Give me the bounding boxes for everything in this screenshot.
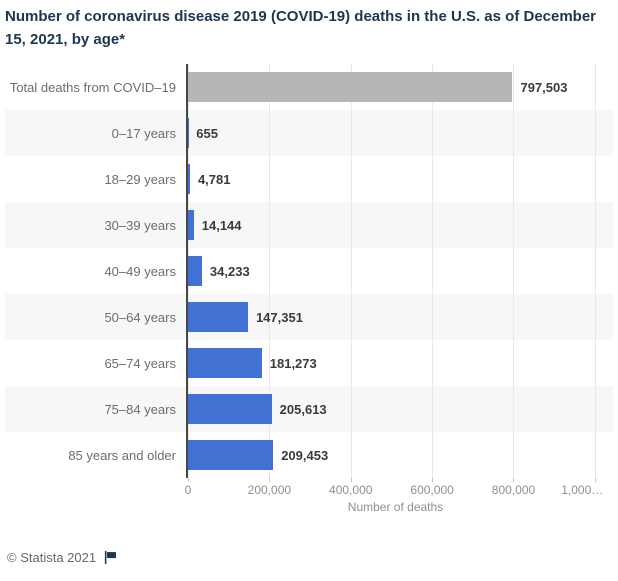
value-label: 147,351 <box>255 309 303 325</box>
copyright-text: © Statista 2021 <box>7 550 97 565</box>
bar[interactable] <box>188 256 202 286</box>
tick-mark <box>350 478 352 482</box>
x-axis-title: Number of deaths <box>347 500 444 514</box>
bar-row: 40–49 years 34,233 <box>5 248 613 294</box>
value-label: 181,273 <box>269 355 317 371</box>
bar[interactable] <box>188 348 262 378</box>
chart-title: Number of coronavirus disease 2019 (COVI… <box>5 8 597 48</box>
bar-row: Total deaths from COVID–19 797,503 <box>5 64 613 110</box>
bar[interactable] <box>188 302 248 332</box>
tick-label: 1,000… <box>561 483 604 497</box>
value-label: 34,233 <box>209 263 250 279</box>
category-label: 50–64 years <box>104 309 176 325</box>
footer: © Statista 2021 <box>5 550 613 565</box>
tick-label: 200,000 <box>247 483 292 497</box>
tick-mark <box>513 478 515 482</box>
plot-cell: 655 <box>186 110 603 156</box>
value-label: 797,503 <box>520 79 568 95</box>
value-label: 655 <box>196 125 218 141</box>
bar-row: 75–84 years 205,613 <box>5 386 613 432</box>
tick-mark <box>594 478 596 482</box>
x-axis: 0 200,000 400,000 600,000 800,000 1,000… <box>184 478 604 499</box>
bar[interactable] <box>188 164 190 194</box>
tick-mark <box>188 478 189 482</box>
tick-mark <box>269 478 271 482</box>
plot-area: Total deaths from COVID–19 797,503 0–17 ye… <box>5 64 613 478</box>
plot-cell: 205,613 <box>186 386 603 432</box>
bar[interactable] <box>188 210 194 240</box>
bar[interactable] <box>188 440 274 470</box>
bar-row: 85 years and older 209,453 <box>5 432 613 478</box>
category-label: 75–84 years <box>104 401 176 417</box>
value-label: 14,144 <box>201 217 242 233</box>
bar-row: 0–17 years 655 <box>5 110 613 156</box>
category-label: 18–29 years <box>104 171 176 187</box>
bar[interactable] <box>188 394 272 424</box>
value-label: 4,781 <box>197 171 231 187</box>
bar[interactable] <box>188 72 513 102</box>
plot-cell: 4,781 <box>186 156 603 202</box>
tick-mark <box>432 478 434 482</box>
plot-cell: 181,273 <box>186 340 603 386</box>
bar-rows: Total deaths from COVID–19 797,503 0–17 ye… <box>5 64 613 478</box>
bar-row: 30–39 years 14,144 <box>5 202 613 248</box>
plot-cell: 14,144 <box>186 202 603 248</box>
bar-row: 65–74 years 181,273 <box>5 340 613 386</box>
tick-label: 400,000 <box>329 483 373 497</box>
bar-row: 18–29 years 4,781 <box>5 156 613 202</box>
value-label: 205,613 <box>279 401 327 417</box>
category-label: 85 years and older <box>68 447 176 463</box>
plot-cell: 797,503 <box>186 64 603 110</box>
tick-label: 600,000 <box>410 483 454 497</box>
tick-label: 800,000 <box>491 483 536 497</box>
category-label: 0–17 years <box>111 125 176 141</box>
bar-row: 50–64 years 147,351 <box>5 294 613 340</box>
plot-cell: 147,351 <box>186 294 603 340</box>
chart-card: Number of coronavirus disease 2019 (COVI… <box>5 8 613 565</box>
plot-cell: 34,233 <box>186 248 603 294</box>
value-label: 209,453 <box>281 447 329 463</box>
plot-cell: 209,453 <box>186 432 603 478</box>
category-label: 30–39 years <box>104 217 176 233</box>
category-label: 65–74 years <box>104 355 176 371</box>
category-label: Total deaths from COVID–19 <box>9 79 176 95</box>
statista-flag-icon <box>104 550 117 565</box>
category-label: 40–49 years <box>104 263 176 279</box>
tick-label: 0 <box>184 483 192 497</box>
